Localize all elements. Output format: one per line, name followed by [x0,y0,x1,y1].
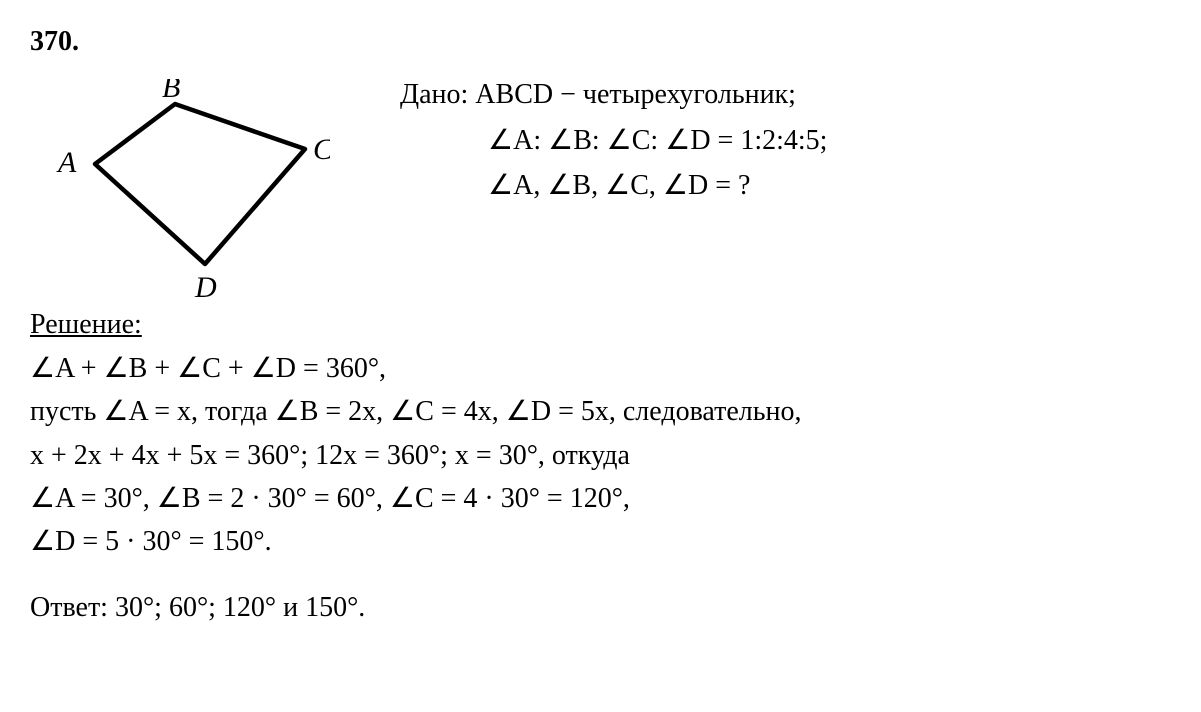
vertex-label-b: B [162,79,180,104]
given-prefix: Дано: [400,79,475,110]
quadrilateral-shape [95,104,305,264]
answer-text: 30°; 60°; 120° и 150°. [115,592,365,623]
solution-heading-text: Решение: [30,309,142,340]
given-line-2: ∠A: ∠B: ∠C: ∠D = 1:2:4:5; [400,119,827,162]
solution-line-5: ∠D = 5 · 30° = 150°. [30,520,1171,563]
given-line-1: Дано: ABCD − четырехугольник; [400,73,827,116]
problem-number: 370. [30,20,1171,63]
given-block: Дано: ABCD − четырехугольник; ∠A: ∠B: ∠C… [400,69,827,209]
answer-block: Ответ: 30°; 60°; 120° и 150°. [30,586,1171,629]
vertex-label-c: C [313,133,330,166]
solution-heading: Решение: [30,303,1171,346]
vertex-label-a: A [56,146,77,179]
top-row: A B C D Дано: ABCD − четырехугольник; ∠A… [30,69,1171,299]
answer-prefix: Ответ: [30,592,115,623]
solution-block: Решение: ∠A + ∠B + ∠C + ∠D = 360°, пусть… [30,303,1171,563]
quadrilateral-diagram: A B C D [40,79,330,299]
diagram-svg: A B C D [40,79,330,299]
given-line-1-rest: ABCD − четырехугольник; [475,79,796,110]
solution-line-4: ∠A = 30°, ∠B = 2 · 30° = 60°, ∠C = 4 · 3… [30,477,1171,520]
vertex-label-d: D [194,271,217,299]
solution-line-1: ∠A + ∠B + ∠C + ∠D = 360°, [30,347,1171,390]
solution-line-2: пусть ∠A = x, тогда ∠B = 2x, ∠C = 4x, ∠D… [30,390,1171,433]
solution-line-3: x + 2x + 4x + 5x = 360°; 12x = 360°; x =… [30,434,1171,477]
given-line-3: ∠A, ∠B, ∠C, ∠D = ? [400,164,827,207]
